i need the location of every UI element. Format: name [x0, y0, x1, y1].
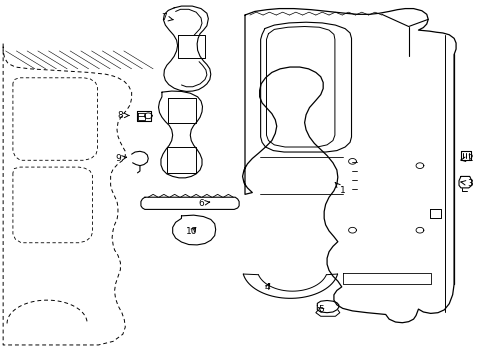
Text: 1: 1	[335, 183, 345, 195]
Text: 10: 10	[186, 228, 197, 237]
Text: 3: 3	[461, 179, 473, 188]
Polygon shape	[459, 176, 472, 188]
Text: 5: 5	[318, 305, 324, 314]
Text: 7: 7	[162, 13, 173, 22]
Text: 6: 6	[198, 199, 210, 208]
Polygon shape	[461, 151, 471, 160]
Polygon shape	[137, 111, 151, 121]
Text: 4: 4	[264, 283, 270, 292]
Text: 2: 2	[461, 154, 472, 163]
Text: 8: 8	[118, 111, 129, 120]
Text: 9: 9	[115, 154, 126, 163]
